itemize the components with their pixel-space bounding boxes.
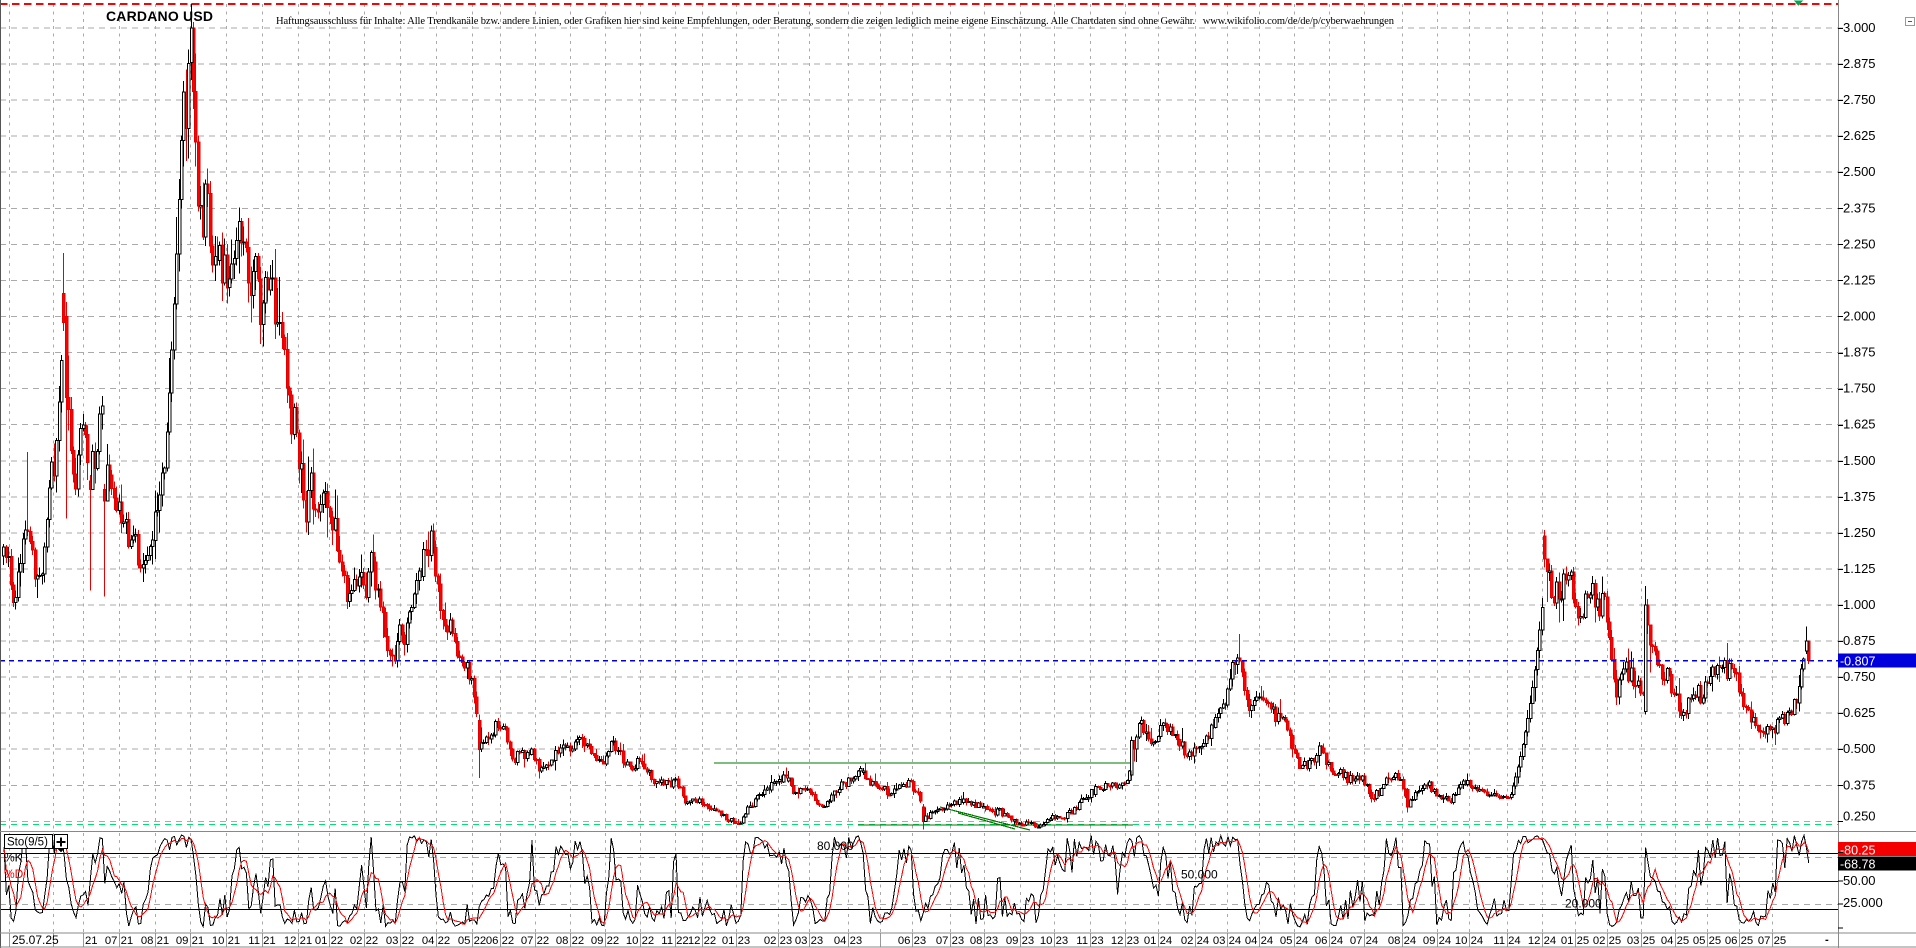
svg-text:12 24: 12 24 (1528, 935, 1556, 947)
svg-text:07 23: 07 23 (936, 935, 964, 947)
svg-text:1.750: 1.750 (1843, 381, 1876, 396)
svg-text:11 22: 11 22 (661, 935, 688, 947)
svg-text:2.375: 2.375 (1843, 200, 1876, 215)
svg-text:08 22: 08 22 (556, 935, 584, 947)
svg-text:3.000: 3.000 (1843, 20, 1876, 35)
svg-text:06 25: 06 25 (1725, 935, 1753, 947)
svg-text:21: 21 (85, 935, 98, 947)
svg-text:04 22: 04 22 (422, 935, 450, 947)
svg-text:0.500: 0.500 (1843, 741, 1876, 756)
svg-text:1.625: 1.625 (1843, 417, 1876, 432)
svg-text:2.750: 2.750 (1843, 92, 1876, 107)
svg-text:10 23: 10 23 (1040, 935, 1068, 947)
svg-text:1.500: 1.500 (1843, 453, 1876, 468)
svg-text:11 24: 11 24 (1493, 935, 1520, 947)
svg-text:0.625: 0.625 (1843, 705, 1876, 720)
svg-text:01 23: 01 23 (722, 935, 750, 947)
svg-text:08 21: 08 21 (141, 935, 169, 947)
svg-text:50.00: 50.00 (1843, 873, 1876, 888)
svg-text:25.07.25: 25.07.25 (12, 933, 59, 947)
svg-text:06 23: 06 23 (898, 935, 926, 947)
svg-text:02 25: 02 25 (1593, 935, 1621, 947)
svg-text:2.125: 2.125 (1843, 272, 1876, 287)
svg-text:09 24: 09 24 (1423, 935, 1451, 947)
svg-text:04 23: 04 23 (834, 935, 862, 947)
svg-text:11 23: 11 23 (1076, 935, 1103, 947)
svg-text:04 25: 04 25 (1661, 935, 1689, 947)
svg-text:0.750: 0.750 (1843, 669, 1876, 684)
svg-text:10 22: 10 22 (626, 935, 654, 947)
svg-text:2.250: 2.250 (1843, 236, 1876, 251)
svg-text:%D: %D (4, 867, 24, 881)
svg-text:01 24: 01 24 (1144, 935, 1172, 947)
svg-text:09 21: 09 21 (176, 935, 204, 947)
svg-text:03 24: 03 24 (1213, 935, 1241, 947)
svg-text:Sto(9/5): Sto(9/5) (7, 837, 48, 849)
svg-text:20.000: 20.000 (1565, 897, 1602, 911)
svg-text:07 21: 07 21 (105, 935, 133, 947)
svg-text:0.250: 0.250 (1843, 808, 1876, 823)
svg-text:03 25: 03 25 (1627, 935, 1655, 947)
svg-text:09 22: 09 22 (591, 935, 619, 947)
svg-text:02 22: 02 22 (350, 935, 378, 947)
svg-text:03 23: 03 23 (795, 935, 823, 947)
svg-text:50.000: 50.000 (1181, 868, 1218, 882)
svg-text:25.000: 25.000 (1843, 895, 1883, 910)
svg-text:04 24: 04 24 (1245, 935, 1273, 947)
svg-text:07 25: 07 25 (1758, 935, 1786, 947)
svg-text:%K: %K (4, 851, 23, 865)
svg-text:08 23: 08 23 (970, 935, 998, 947)
svg-text:2.625: 2.625 (1843, 128, 1876, 143)
svg-text:12 21: 12 21 (284, 935, 312, 947)
svg-text:09 23: 09 23 (1006, 935, 1034, 947)
svg-text:03 22: 03 22 (386, 935, 414, 947)
svg-text:-80.25: -80.25 (1840, 843, 1875, 857)
svg-text:11 21: 11 21 (248, 935, 275, 947)
svg-text:06 22: 06 22 (486, 935, 514, 947)
svg-text:1.125: 1.125 (1843, 561, 1876, 576)
svg-text:07 24: 07 24 (1350, 935, 1378, 947)
svg-text:-68.78: -68.78 (1840, 858, 1875, 872)
svg-text:10 24: 10 24 (1455, 935, 1483, 947)
svg-text:08 24: 08 24 (1388, 935, 1416, 947)
svg-text:1.375: 1.375 (1843, 489, 1876, 504)
svg-text:01 22: 01 22 (315, 935, 343, 947)
svg-text:05 24: 05 24 (1280, 935, 1308, 947)
svg-text:-: - (1825, 934, 1829, 946)
svg-text:-0.807: -0.807 (1840, 654, 1875, 668)
svg-text:1.875: 1.875 (1843, 345, 1876, 360)
svg-text:CARDANO USD: CARDANO USD (106, 8, 213, 24)
svg-text:05 25: 05 25 (1693, 935, 1721, 947)
svg-text:06 24: 06 24 (1315, 935, 1343, 947)
svg-text:0.875: 0.875 (1843, 633, 1876, 648)
svg-text:05 22: 05 22 (458, 935, 486, 947)
svg-text:02 24: 02 24 (1181, 935, 1209, 947)
svg-text:2.875: 2.875 (1843, 56, 1876, 71)
svg-text:80.000: 80.000 (817, 839, 854, 853)
svg-text:1.250: 1.250 (1843, 525, 1876, 540)
svg-text:10 21: 10 21 (212, 935, 240, 947)
svg-text:12 23: 12 23 (1111, 935, 1139, 947)
svg-text:01 25: 01 25 (1561, 935, 1589, 947)
svg-text:12 22: 12 22 (688, 935, 716, 947)
svg-text:02 23: 02 23 (764, 935, 792, 947)
svg-text:2.500: 2.500 (1843, 164, 1876, 179)
svg-text:Haftungsausschluss für Inhalte: Haftungsausschluss für Inhalte: Alle Tre… (276, 16, 1395, 27)
svg-text:0.375: 0.375 (1843, 777, 1876, 792)
svg-text:07 22: 07 22 (521, 935, 549, 947)
svg-text:2.000: 2.000 (1843, 309, 1876, 324)
svg-text:1.000: 1.000 (1843, 597, 1876, 612)
